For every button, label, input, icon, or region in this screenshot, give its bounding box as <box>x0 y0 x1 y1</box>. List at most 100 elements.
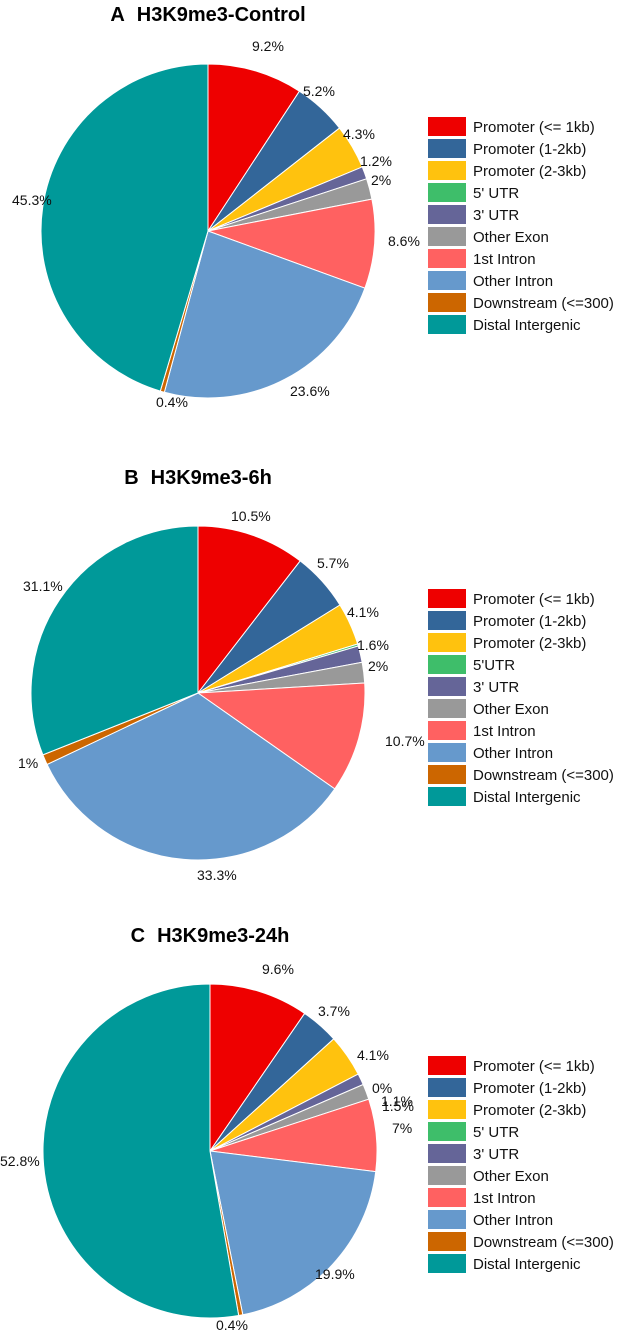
legend-label-downstream-300: Downstream (<=300) <box>473 295 614 312</box>
slice-label-downstream-300: 1% <box>18 755 38 771</box>
legend-label-downstream-300: Downstream (<=300) <box>473 1234 614 1251</box>
slice-label-other-intron: 23.6% <box>290 383 330 399</box>
legend-label-1st-intron: 1st Intron <box>473 251 536 268</box>
slice-label-other-exon: 1.5% <box>382 1098 414 1114</box>
legend-swatch-3-utr <box>428 677 466 696</box>
legend-label-other-exon: Other Exon <box>473 701 549 718</box>
pie-chart-panel-c: C H3K9me3-24h 9.6% 3.7% 4.1% 0%1.1%1.5% 7% 19.9… <box>0 925 614 1333</box>
slice-label-downstream-300: 0.4% <box>156 394 188 410</box>
legend-swatch-5-utr <box>428 655 466 674</box>
panel-letter: A <box>110 4 124 26</box>
legend-swatch-5-utr <box>428 1122 466 1141</box>
slice-label-other-exon: 2% <box>368 658 388 674</box>
slice-label-3-utr: 1.2% <box>360 153 392 169</box>
panel-title: B H3K9me3-6h <box>124 467 272 489</box>
legend-label-distal-intergenic: Distal Intergenic <box>473 1256 581 1273</box>
legend-swatch-distal-intergenic <box>428 1254 466 1273</box>
legend-swatch-promoter-1kb <box>428 1056 466 1075</box>
slice-label-promoter-1kb: 10.5% <box>231 508 271 524</box>
slice-label-1st-intron: 7% <box>392 1120 412 1136</box>
legend-label-distal-intergenic: Distal Intergenic <box>473 789 581 806</box>
legend-label-promoter-1kb: Promoter (<= 1kb) <box>473 591 595 608</box>
legend-swatch-1st-intron <box>428 1188 466 1207</box>
slice-label-promoter-1kb: 9.2% <box>252 38 284 54</box>
slice-label-distal-intergenic: 45.3% <box>12 192 52 208</box>
slice-label-distal-intergenic: 31.1% <box>23 578 63 594</box>
panel-letter: B <box>124 467 138 489</box>
legend-swatch-promoter-1kb <box>428 589 466 608</box>
slice-label-promoter-1kb: 9.6% <box>262 961 294 977</box>
slice-label-other-intron: 33.3% <box>197 867 237 883</box>
legend-label-1st-intron: 1st Intron <box>473 723 536 740</box>
legend-label-3-utr: 3' UTR <box>473 1146 519 1163</box>
legend-label-promoter-1-2kb: Promoter (1-2kb) <box>473 141 586 158</box>
legend-label-other-exon: Other Exon <box>473 229 549 246</box>
pie-slice-1st-intron <box>196 682 366 790</box>
legend-swatch-other-intron <box>428 743 466 762</box>
legend-swatch-other-exon <box>428 699 466 718</box>
legend-swatch-1st-intron <box>428 249 466 268</box>
slice-label-promoter-2-3kb: 4.1% <box>347 604 379 620</box>
legend-label-other-intron: Other Intron <box>473 273 553 290</box>
legend-label-downstream-300: Downstream (<=300) <box>473 767 614 784</box>
legend-swatch-3-utr <box>428 1144 466 1163</box>
pie-chart-panel-b: B H3K9me3-6h 10.5% 5.7% 4.1% 1.6% 2% 10.7% 33.3%… <box>18 467 614 883</box>
legend-label-distal-intergenic: Distal Intergenic <box>473 317 581 334</box>
legend-label-5-utr: 5' UTR <box>473 1124 519 1141</box>
legend-label-promoter-1kb: Promoter (<= 1kb) <box>473 119 595 136</box>
legend-swatch-promoter-2-3kb <box>428 633 466 652</box>
legend-label-other-intron: Other Intron <box>473 1212 553 1229</box>
legend: Promoter (<= 1kb) Promoter (1-2kb) Promote… <box>428 117 614 334</box>
slice-label-promoter-2-3kb: 4.3% <box>343 126 375 142</box>
pie-slice-distal-intergenic <box>30 525 199 756</box>
legend-swatch-other-exon <box>428 227 466 246</box>
legend: Promoter (<= 1kb) Promoter (1-2kb) Promote… <box>428 589 614 806</box>
legend-swatch-downstream-300 <box>428 293 466 312</box>
legend: Promoter (<= 1kb) Promoter (1-2kb) Promote… <box>428 1056 614 1273</box>
legend-swatch-promoter-1-2kb <box>428 611 466 630</box>
slice-label-other-intron: 19.9% <box>315 1266 355 1282</box>
panel-title: A H3K9me3-Control <box>110 4 305 26</box>
legend-swatch-promoter-2-3kb <box>428 161 466 180</box>
legend-label-promoter-2-3kb: Promoter (2-3kb) <box>473 163 586 180</box>
pie-slice-distal-intergenic <box>40 63 209 392</box>
slice-label-1st-intron: 8.6% <box>388 233 420 249</box>
legend-swatch-downstream-300 <box>428 1232 466 1251</box>
legend-label-1st-intron: 1st Intron <box>473 1190 536 1207</box>
legend-swatch-promoter-1-2kb <box>428 1078 466 1097</box>
legend-swatch-other-intron <box>428 1210 466 1229</box>
legend-swatch-3-utr <box>428 205 466 224</box>
legend-label-other-intron: Other Intron <box>473 745 553 762</box>
panel-name: H3K9me3-Control <box>137 4 306 26</box>
slice-label-promoter-1-2kb: 3.7% <box>318 1003 350 1019</box>
slice-label-promoter-1-2kb: 5.2% <box>303 83 335 99</box>
panel-name: H3K9me3-24h <box>157 925 289 947</box>
slice-label-3-utr: 1.6% <box>357 637 389 653</box>
legend-swatch-promoter-1kb <box>428 117 466 136</box>
legend-label-3-utr: 3' UTR <box>473 207 519 224</box>
slice-label-other-exon: 2% <box>371 172 391 188</box>
panel-title: C H3K9me3-24h <box>131 925 290 947</box>
legend-label-promoter-2-3kb: Promoter (2-3kb) <box>473 1102 586 1119</box>
legend-label-promoter-2-3kb: Promoter (2-3kb) <box>473 635 586 652</box>
slice-label-1st-intron: 10.7% <box>385 733 425 749</box>
slice-label-3-utr: 1.1% <box>381 1093 413 1109</box>
pie-slice-promoter-1kb <box>207 63 301 233</box>
slice-label-distal-intergenic: 52.8% <box>0 1153 40 1169</box>
pie-slice-distal-intergenic <box>42 983 240 1319</box>
legend-label-5-utr: 5' UTR <box>473 185 519 202</box>
pie-slice-other-intron <box>46 692 336 861</box>
panel-letter: C <box>131 925 145 947</box>
panel-name: H3K9me3-6h <box>151 467 272 489</box>
legend-label-promoter-1-2kb: Promoter (1-2kb) <box>473 1080 586 1097</box>
legend-swatch-other-exon <box>428 1166 466 1185</box>
legend-swatch-promoter-2-3kb <box>428 1100 466 1119</box>
legend-label-other-exon: Other Exon <box>473 1168 549 1185</box>
slice-label-promoter-2-3kb: 4.1% <box>357 1047 389 1063</box>
legend-swatch-downstream-300 <box>428 765 466 784</box>
legend-swatch-distal-intergenic <box>428 787 466 806</box>
legend-label-promoter-1kb: Promoter (<= 1kb) <box>473 1058 595 1075</box>
pie-slice-promoter-1kb <box>197 525 301 695</box>
legend-swatch-distal-intergenic <box>428 315 466 334</box>
